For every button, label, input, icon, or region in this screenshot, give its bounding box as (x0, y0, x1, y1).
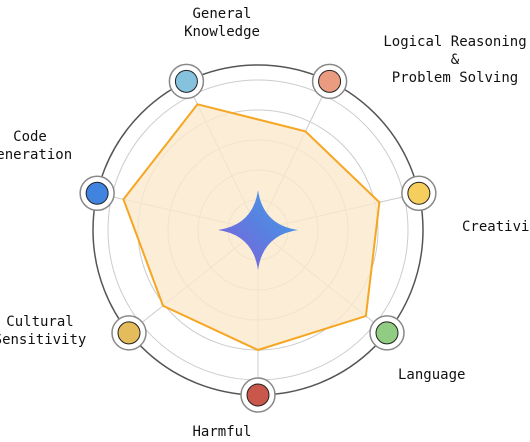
category-icon (240, 377, 276, 413)
category-label-line: & (451, 52, 460, 68)
icon-body (117, 321, 141, 345)
icon-body (407, 181, 431, 205)
category-label: Code Generation (0, 129, 72, 163)
category-label: General Knowledge (184, 6, 260, 40)
category-label-line: Harmful (192, 424, 251, 440)
category-label: Harmful (192, 424, 251, 440)
center-logo (218, 190, 298, 270)
category-label-line: Creativity (462, 219, 530, 235)
category-label-line: General (192, 6, 251, 22)
category-icon (311, 63, 348, 100)
category-label: Cultural Sensitivity (0, 314, 86, 348)
category-label: Language (398, 367, 465, 383)
category-label-line: Sensitivity (0, 332, 86, 348)
category-label-line: Language (398, 367, 465, 383)
icon-body (85, 181, 109, 205)
category-icon (111, 315, 147, 351)
category-icon (168, 63, 205, 100)
category-icon (401, 175, 437, 212)
icon-body (174, 69, 198, 93)
icon-body (375, 321, 399, 345)
category-label-line: Problem Solving (392, 70, 518, 86)
category-label: Logical Reasoning & Problem Solving (383, 34, 526, 86)
category-label-line: Code (13, 129, 47, 145)
category-label-line: Generation (0, 147, 72, 163)
category-icon (79, 175, 115, 212)
category-label-line: Logical Reasoning (383, 34, 526, 50)
category-label: Creativity (462, 219, 530, 235)
category-label-line: Knowledge (184, 24, 260, 40)
category-label-line: Cultural (6, 314, 73, 330)
icon-body (246, 383, 270, 407)
icon-body (318, 69, 342, 93)
category-icon (369, 315, 405, 351)
